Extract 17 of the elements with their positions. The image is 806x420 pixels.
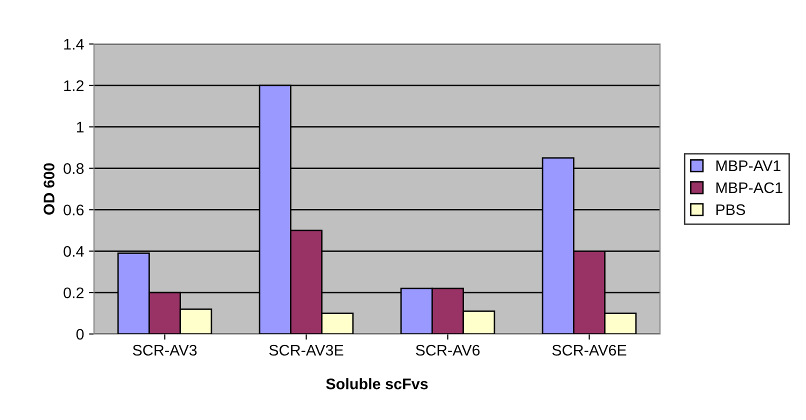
legend-label: MBP-AV1 <box>716 160 780 172</box>
y-tick-label: 0 <box>76 328 84 340</box>
x-tick-label: SCR-AV3E <box>269 344 344 356</box>
x-tick-label: SCR-AV6 <box>416 344 480 356</box>
y-tick-label: 1.4 <box>64 39 84 50</box>
y-tick-label: 0.6 <box>64 204 84 216</box>
y-axis-title: OD 600 <box>44 163 54 215</box>
x-tick-label: SCR-AV3 <box>132 344 197 356</box>
x-tick-label: SCR-AV6E <box>552 344 626 356</box>
y-tick-label: 0.4 <box>64 246 84 257</box>
y-tick-label: 1 <box>76 122 84 132</box>
legend-label: MBP-AC1 <box>716 182 782 194</box>
y-tick-label: 0.8 <box>64 163 84 174</box>
y-tick-label: 0.2 <box>64 287 84 298</box>
x-axis-title: Soluble scFvs <box>326 378 428 390</box>
y-tick-label: 1.2 <box>64 80 84 91</box>
legend-label: PBS <box>716 204 746 216</box>
